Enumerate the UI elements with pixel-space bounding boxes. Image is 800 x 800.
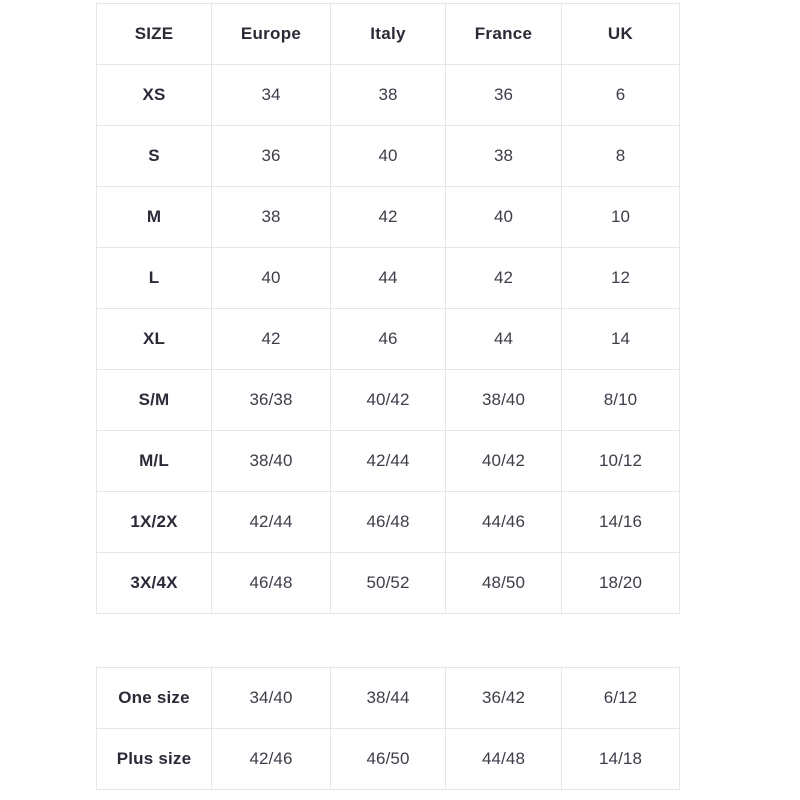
cell-xl-uk: 14	[561, 308, 680, 370]
table-header: SIZE Europe Italy France UK	[96, 3, 680, 65]
row-label-m: M	[96, 186, 212, 248]
table-body: XS 34 38 36 6 S 36 40 38 8 M 38 42 40 10	[96, 64, 680, 614]
table-row: M/L 38/40 42/44 40/42 10/12	[96, 430, 680, 492]
cell-l-uk: 12	[561, 247, 680, 309]
row-label-3x-4x: 3X/4X	[96, 552, 212, 614]
table-row: XL 42 46 44 14	[96, 308, 680, 370]
row-label-l: L	[96, 247, 212, 309]
cell-xs-europe: 34	[211, 64, 331, 126]
cell-1x-2x-uk: 14/16	[561, 491, 680, 553]
column-header-uk: UK	[561, 3, 680, 65]
cell-3x-4x-italy: 50/52	[330, 552, 446, 614]
cell-plus-size-europe: 42/46	[211, 728, 331, 790]
cell-s-m-europe: 36/38	[211, 369, 331, 431]
row-label-m-l: M/L	[96, 430, 212, 492]
cell-plus-size-uk: 14/18	[561, 728, 680, 790]
cell-m-l-uk: 10/12	[561, 430, 680, 492]
table-row: S/M 36/38 40/42 38/40 8/10	[96, 369, 680, 431]
table-row: XS 34 38 36 6	[96, 64, 680, 126]
row-label-s: S	[96, 125, 212, 187]
table-row: 1X/2X 42/44 46/48 44/46 14/16	[96, 491, 680, 553]
cell-m-l-europe: 38/40	[211, 430, 331, 492]
cell-s-m-italy: 40/42	[330, 369, 446, 431]
cell-xs-france: 36	[445, 64, 562, 126]
cell-m-uk: 10	[561, 186, 680, 248]
cell-one-size-france: 36/42	[445, 667, 562, 729]
table-body: One size 34/40 38/44 36/42 6/12 Plus siz…	[96, 667, 680, 790]
column-header-italy: Italy	[330, 3, 446, 65]
cell-s-m-france: 38/40	[445, 369, 562, 431]
table-row: 3X/4X 46/48 50/52 48/50 18/20	[96, 552, 680, 614]
cell-1x-2x-europe: 42/44	[211, 491, 331, 553]
cell-plus-size-france: 44/48	[445, 728, 562, 790]
cell-s-m-uk: 8/10	[561, 369, 680, 431]
cell-one-size-uk: 6/12	[561, 667, 680, 729]
cell-s-uk: 8	[561, 125, 680, 187]
column-header-europe: Europe	[211, 3, 331, 65]
cell-l-italy: 44	[330, 247, 446, 309]
cell-s-europe: 36	[211, 125, 331, 187]
row-label-1x-2x: 1X/2X	[96, 491, 212, 553]
cell-m-l-france: 40/42	[445, 430, 562, 492]
cell-s-italy: 40	[330, 125, 446, 187]
cell-1x-2x-italy: 46/48	[330, 491, 446, 553]
cell-xs-uk: 6	[561, 64, 680, 126]
row-label-plus-size: Plus size	[96, 728, 212, 790]
cell-l-france: 42	[445, 247, 562, 309]
column-header-france: France	[445, 3, 562, 65]
cell-xl-europe: 42	[211, 308, 331, 370]
table-row: Plus size 42/46 46/50 44/48 14/18	[96, 728, 680, 790]
table-row: M 38 42 40 10	[96, 186, 680, 248]
cell-one-size-italy: 38/44	[330, 667, 446, 729]
size-conversion-table: SIZE Europe Italy France UK XS 34 38 36 …	[96, 3, 680, 614]
cell-3x-4x-france: 48/50	[445, 552, 562, 614]
table-row: One size 34/40 38/44 36/42 6/12	[96, 667, 680, 729]
cell-xs-italy: 38	[330, 64, 446, 126]
cell-s-france: 38	[445, 125, 562, 187]
cell-one-size-europe: 34/40	[211, 667, 331, 729]
cell-1x-2x-france: 44/46	[445, 491, 562, 553]
row-label-xl: XL	[96, 308, 212, 370]
column-header-size: SIZE	[96, 3, 212, 65]
cell-xl-italy: 46	[330, 308, 446, 370]
cell-m-france: 40	[445, 186, 562, 248]
cell-l-europe: 40	[211, 247, 331, 309]
cell-m-europe: 38	[211, 186, 331, 248]
row-label-s-m: S/M	[96, 369, 212, 431]
cell-xl-france: 44	[445, 308, 562, 370]
table-row: S 36 40 38 8	[96, 125, 680, 187]
cell-m-l-italy: 42/44	[330, 430, 446, 492]
cell-plus-size-italy: 46/50	[330, 728, 446, 790]
cell-m-italy: 42	[330, 186, 446, 248]
cell-3x-4x-uk: 18/20	[561, 552, 680, 614]
one-size-plus-size-table: One size 34/40 38/44 36/42 6/12 Plus siz…	[96, 667, 680, 790]
table-header-row: SIZE Europe Italy France UK	[96, 3, 680, 65]
table-row: L 40 44 42 12	[96, 247, 680, 309]
cell-3x-4x-europe: 46/48	[211, 552, 331, 614]
row-label-xs: XS	[96, 64, 212, 126]
row-label-one-size: One size	[96, 667, 212, 729]
